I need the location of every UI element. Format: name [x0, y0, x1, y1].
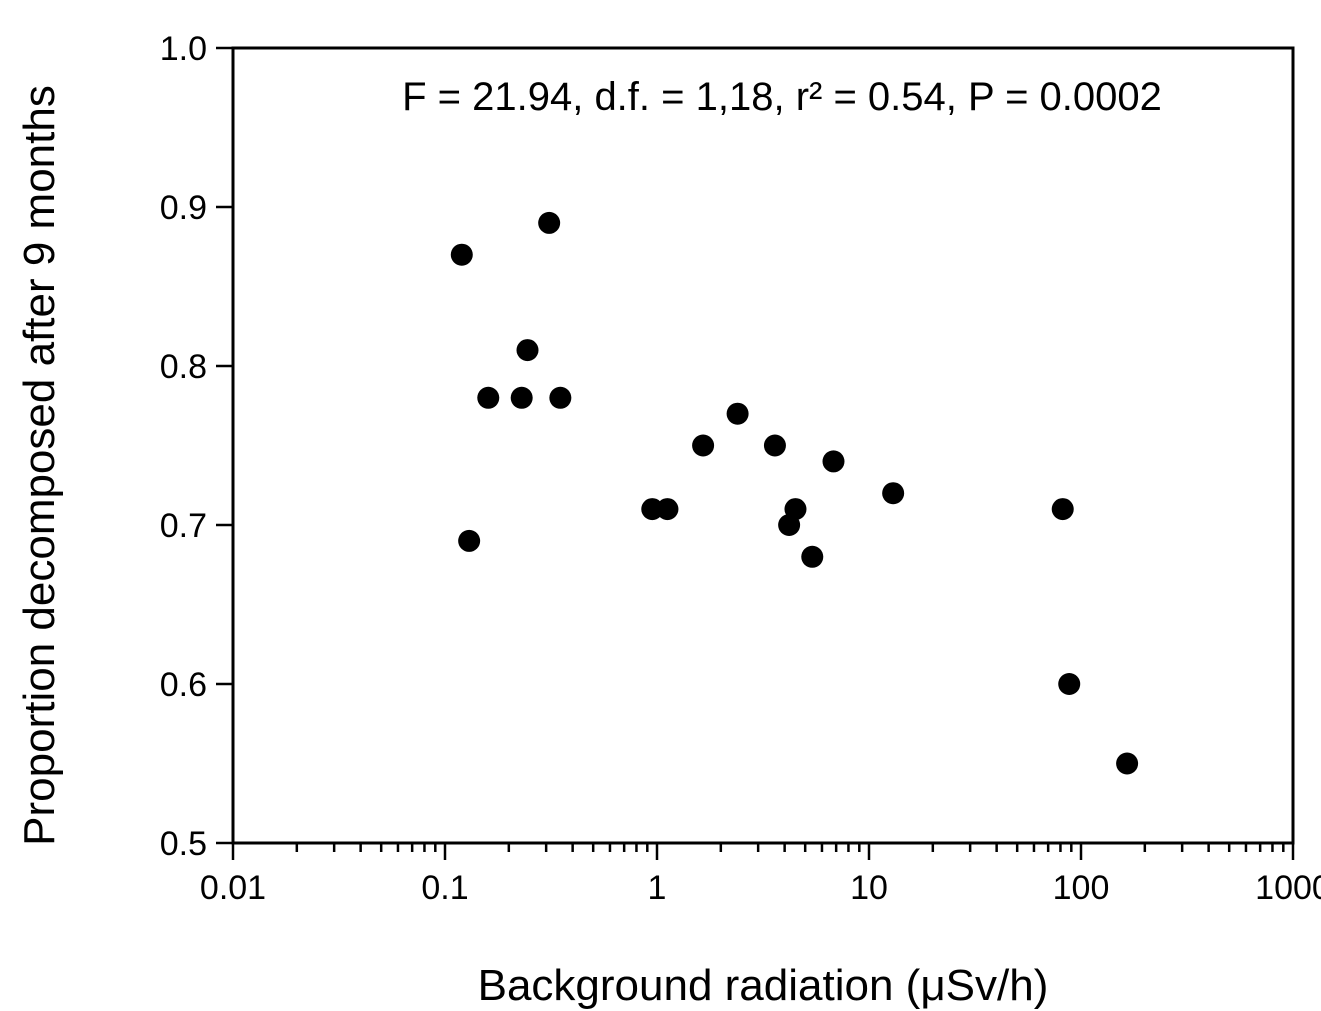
data-point	[538, 211, 561, 234]
y-axis-title: Proportion decomposed after 9 months	[15, 85, 64, 846]
data-point	[1058, 673, 1081, 695]
y-tick-label: 0.6	[160, 666, 207, 704]
data-point	[510, 386, 533, 409]
x-tick-label: 1	[648, 869, 667, 907]
data-point	[1116, 752, 1139, 775]
data-point	[549, 386, 572, 409]
data-point	[692, 434, 715, 457]
y-tick-label: 0.7	[160, 507, 207, 545]
x-tick-label: 0.01	[200, 869, 266, 907]
plot-frame	[231, 46, 1295, 845]
data-point	[882, 482, 905, 505]
data-point	[822, 450, 845, 473]
data-point	[516, 339, 539, 362]
y-axis-ticks: 0.5 0.6 0.7 0.8 0.9 1.0	[160, 30, 233, 863]
data-point	[784, 498, 807, 521]
x-tick-label: 0.1	[421, 869, 468, 907]
x-tick-label: 10	[850, 869, 888, 907]
y-tick-label: 0.9	[160, 189, 207, 227]
data-point	[726, 402, 749, 425]
data-point	[641, 498, 664, 521]
data-point	[763, 434, 786, 457]
data-point	[458, 529, 481, 552]
data-point	[1051, 498, 1074, 521]
data-points	[450, 211, 1139, 775]
data-point	[477, 386, 500, 409]
data-point	[450, 243, 473, 266]
y-tick-label: 0.8	[160, 348, 207, 386]
stats-annotation: F = 21.94, d.f. = 1,18, r² = 0.54, P = 0…	[402, 75, 1162, 119]
x-axis-title: Background radiation (μSv/h)	[478, 961, 1049, 1010]
y-tick-label: 0.5	[160, 825, 207, 863]
y-tick-label: 1.0	[160, 30, 207, 68]
data-point	[801, 545, 824, 568]
x-tick-label: 100	[1053, 869, 1110, 907]
data-point	[656, 498, 679, 521]
